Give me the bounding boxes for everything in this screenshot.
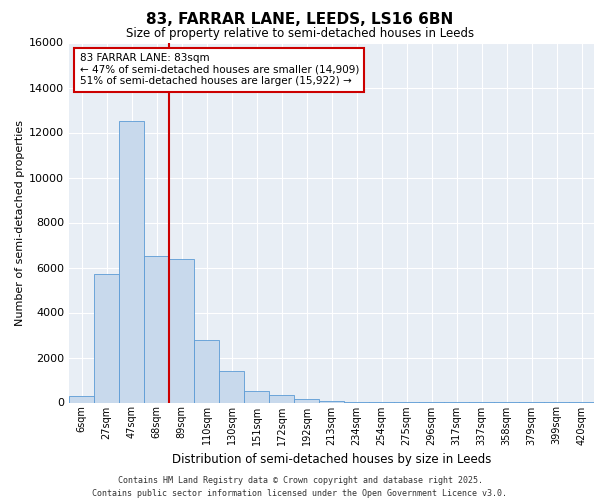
Bar [169, 258, 194, 402]
Y-axis label: Number of semi-detached properties: Number of semi-detached properties [15, 120, 25, 326]
Text: 83, FARRAR LANE, LEEDS, LS16 6BN: 83, FARRAR LANE, LEEDS, LS16 6BN [146, 12, 454, 28]
Bar [119, 121, 144, 402]
Bar [319, 400, 344, 402]
Bar [294, 398, 319, 402]
Bar [194, 340, 219, 402]
Text: Size of property relative to semi-detached houses in Leeds: Size of property relative to semi-detach… [126, 28, 474, 40]
Bar [69, 396, 94, 402]
Bar [219, 371, 244, 402]
Bar [94, 274, 119, 402]
Text: Contains HM Land Registry data © Crown copyright and database right 2025.
Contai: Contains HM Land Registry data © Crown c… [92, 476, 508, 498]
Bar [269, 394, 294, 402]
Bar [144, 256, 169, 402]
Bar [244, 391, 269, 402]
Text: 83 FARRAR LANE: 83sqm
← 47% of semi-detached houses are smaller (14,909)
51% of : 83 FARRAR LANE: 83sqm ← 47% of semi-deta… [79, 54, 359, 86]
X-axis label: Distribution of semi-detached houses by size in Leeds: Distribution of semi-detached houses by … [172, 453, 491, 466]
